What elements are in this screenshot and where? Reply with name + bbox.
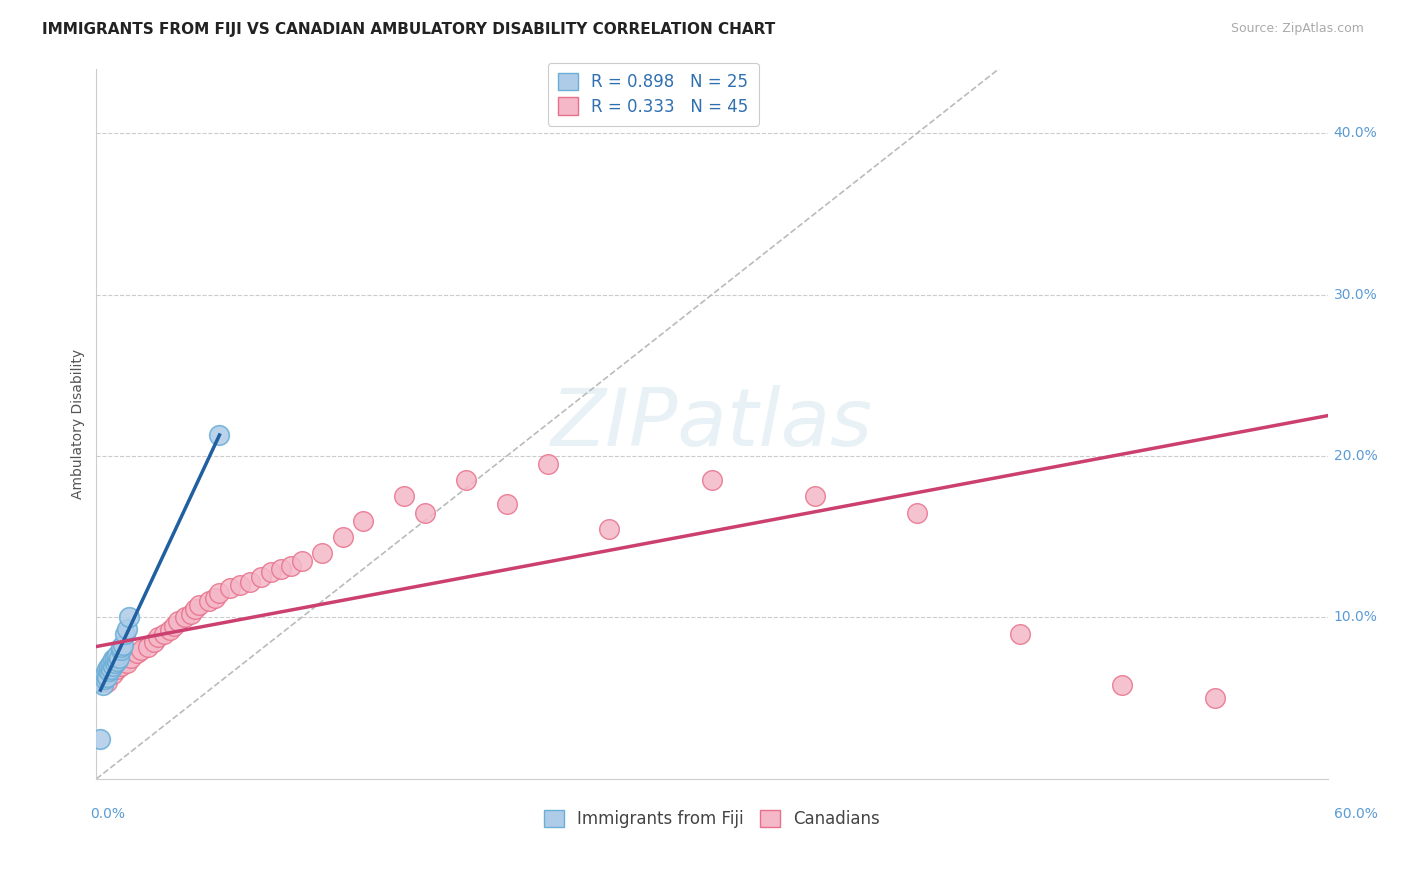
Point bbox=[188, 598, 211, 612]
Point bbox=[93, 667, 115, 681]
Point bbox=[136, 640, 159, 654]
Point bbox=[413, 506, 436, 520]
Point bbox=[208, 586, 231, 600]
Point bbox=[537, 457, 560, 471]
Point bbox=[167, 614, 190, 628]
Point bbox=[104, 650, 127, 665]
Point bbox=[159, 624, 181, 638]
Point bbox=[96, 670, 118, 684]
Point bbox=[89, 731, 111, 746]
Point bbox=[101, 659, 124, 673]
Point bbox=[131, 642, 153, 657]
Point bbox=[598, 522, 620, 536]
Point bbox=[208, 428, 231, 442]
Text: 30.0%: 30.0% bbox=[1334, 287, 1378, 301]
Point bbox=[93, 672, 115, 686]
Point bbox=[260, 566, 283, 580]
Point bbox=[100, 662, 122, 676]
Point bbox=[115, 656, 138, 670]
Point bbox=[392, 489, 415, 503]
Point bbox=[89, 675, 111, 690]
Point bbox=[101, 667, 124, 681]
Legend: Immigrants from Fiji, Canadians: Immigrants from Fiji, Canadians bbox=[537, 803, 887, 835]
Point bbox=[1111, 678, 1133, 692]
Point bbox=[1008, 626, 1031, 640]
Text: ZIPatlas: ZIPatlas bbox=[551, 384, 873, 463]
Point bbox=[280, 558, 302, 573]
Point bbox=[97, 664, 120, 678]
Point bbox=[290, 554, 312, 568]
Point bbox=[495, 498, 517, 512]
Point bbox=[905, 506, 928, 520]
Point bbox=[163, 618, 186, 632]
Point bbox=[454, 473, 477, 487]
Text: 10.0%: 10.0% bbox=[1334, 610, 1378, 624]
Point bbox=[115, 622, 138, 636]
Point bbox=[101, 652, 124, 666]
Text: Source: ZipAtlas.com: Source: ZipAtlas.com bbox=[1230, 22, 1364, 36]
Point bbox=[153, 626, 176, 640]
Point bbox=[108, 650, 131, 665]
Point bbox=[700, 473, 723, 487]
Point bbox=[110, 659, 132, 673]
Point bbox=[105, 662, 128, 676]
Point bbox=[204, 591, 226, 606]
Point bbox=[97, 659, 120, 673]
Point bbox=[352, 514, 374, 528]
Point bbox=[173, 610, 195, 624]
Point bbox=[114, 626, 136, 640]
Point bbox=[184, 602, 207, 616]
Point bbox=[96, 675, 118, 690]
Text: 40.0%: 40.0% bbox=[1334, 126, 1378, 140]
Point bbox=[249, 570, 271, 584]
Point bbox=[146, 630, 169, 644]
Point bbox=[311, 546, 333, 560]
Point bbox=[332, 530, 354, 544]
Text: 0.0%: 0.0% bbox=[90, 807, 125, 822]
Point bbox=[120, 650, 142, 665]
Point bbox=[105, 654, 128, 668]
Point bbox=[110, 640, 132, 654]
Point bbox=[127, 646, 149, 660]
Point bbox=[180, 607, 202, 622]
Point bbox=[270, 562, 292, 576]
Text: 60.0%: 60.0% bbox=[1334, 807, 1378, 822]
Point bbox=[1204, 691, 1226, 706]
Point bbox=[239, 574, 262, 589]
Point bbox=[218, 582, 240, 596]
Point bbox=[112, 638, 135, 652]
Point bbox=[96, 662, 118, 676]
Point bbox=[110, 642, 132, 657]
Text: IMMIGRANTS FROM FIJI VS CANADIAN AMBULATORY DISABILITY CORRELATION CHART: IMMIGRANTS FROM FIJI VS CANADIAN AMBULAT… bbox=[42, 22, 776, 37]
Point bbox=[100, 656, 122, 670]
Point bbox=[104, 656, 127, 670]
Point bbox=[229, 578, 252, 592]
Point bbox=[118, 610, 141, 624]
Point bbox=[142, 634, 165, 648]
Text: 20.0%: 20.0% bbox=[1334, 449, 1378, 463]
Point bbox=[198, 594, 221, 608]
Point bbox=[803, 489, 825, 503]
Point bbox=[105, 648, 128, 662]
Y-axis label: Ambulatory Disability: Ambulatory Disability bbox=[72, 349, 86, 499]
Point bbox=[91, 678, 114, 692]
